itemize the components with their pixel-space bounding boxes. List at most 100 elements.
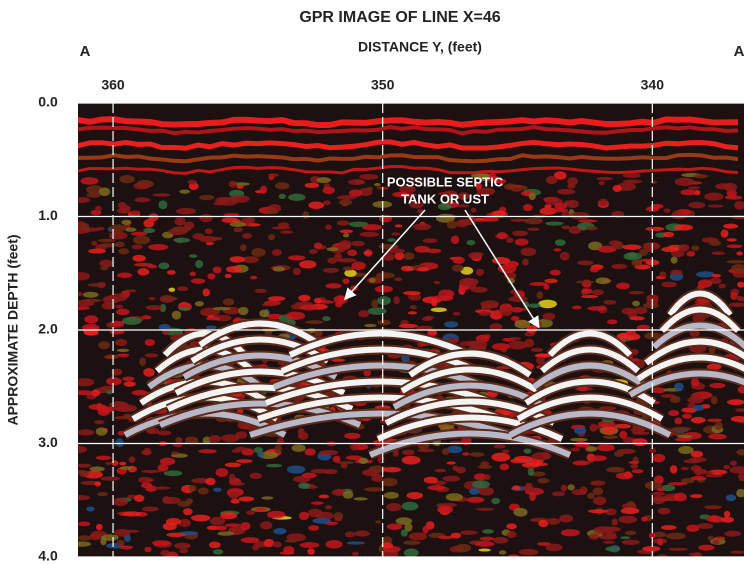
reflection xyxy=(75,378,94,386)
reflection xyxy=(531,348,543,352)
x-axis-label: DISTANCE Y, (feet) xyxy=(358,39,482,55)
reflection xyxy=(353,497,367,500)
reflection xyxy=(714,422,722,430)
reflection xyxy=(724,511,730,518)
reflection xyxy=(577,260,593,265)
reflection xyxy=(266,210,278,214)
reflection xyxy=(125,227,137,231)
reflection xyxy=(96,456,112,460)
reflection xyxy=(167,270,176,275)
reflection xyxy=(451,236,459,245)
reflection xyxy=(384,492,399,499)
reflection xyxy=(493,537,508,544)
reflection xyxy=(190,272,196,277)
reflection xyxy=(198,488,209,495)
reflection xyxy=(492,210,506,216)
reflection xyxy=(120,466,133,470)
reflection xyxy=(377,296,391,305)
reflection xyxy=(119,175,134,183)
reflection xyxy=(255,289,267,293)
reflection xyxy=(143,219,154,228)
reflection xyxy=(550,270,561,276)
reflection xyxy=(403,252,414,260)
reflection xyxy=(273,267,285,272)
reflection xyxy=(727,244,743,248)
reflection xyxy=(268,173,278,176)
reflection xyxy=(322,316,331,321)
reflection xyxy=(408,311,417,314)
reflection xyxy=(504,183,517,190)
reflection xyxy=(374,183,381,186)
reflection xyxy=(369,278,376,283)
reflection xyxy=(727,238,737,241)
reflection xyxy=(118,248,129,254)
reflection xyxy=(133,236,150,245)
reflection xyxy=(688,202,705,208)
reflection xyxy=(681,467,690,470)
reflection xyxy=(626,330,636,336)
reflection xyxy=(455,544,471,553)
reflection xyxy=(195,301,204,306)
reflection xyxy=(561,485,567,492)
reflection xyxy=(538,478,550,484)
reflection xyxy=(519,549,539,555)
reflection xyxy=(206,317,221,320)
reflection xyxy=(658,508,671,515)
reflection xyxy=(623,173,641,178)
reflection xyxy=(588,455,606,461)
reflection xyxy=(160,550,169,556)
reflection xyxy=(100,537,106,545)
reflection xyxy=(129,456,136,462)
reflection xyxy=(99,187,110,196)
reflection xyxy=(632,431,650,435)
reflection xyxy=(603,435,618,439)
y-tick-label: 2.0 xyxy=(38,321,58,337)
reflection xyxy=(74,390,94,395)
reflection xyxy=(620,536,630,539)
reflection xyxy=(96,427,108,435)
reflection xyxy=(119,462,126,466)
reflection xyxy=(605,546,620,551)
section-marker: A xyxy=(80,43,91,60)
reflection xyxy=(675,177,695,186)
reflection xyxy=(78,521,90,526)
reflection xyxy=(95,206,102,212)
reflection xyxy=(134,495,144,502)
reflection xyxy=(348,179,365,185)
reflection xyxy=(452,264,464,271)
reflection xyxy=(632,438,647,446)
reflection xyxy=(511,316,520,321)
reflection xyxy=(497,232,507,239)
reflection xyxy=(131,210,141,214)
reflection xyxy=(593,496,606,505)
reflection xyxy=(326,247,338,251)
reflection xyxy=(623,180,643,184)
reflection xyxy=(557,189,576,195)
reflection xyxy=(299,512,309,521)
reflection xyxy=(101,386,115,391)
reflection xyxy=(736,251,742,255)
reflection xyxy=(366,187,373,191)
reflection xyxy=(623,252,642,260)
y-axis-label: APPROXIMATE DEPTH (feet) xyxy=(5,234,21,425)
reflection xyxy=(325,505,332,509)
reflection xyxy=(659,272,666,278)
reflection xyxy=(588,509,608,513)
reflection xyxy=(161,297,177,301)
reflection xyxy=(698,545,714,551)
reflection xyxy=(97,492,108,496)
reflection xyxy=(273,528,286,534)
reflection xyxy=(242,233,252,239)
reflection xyxy=(143,228,155,233)
reflection xyxy=(109,293,128,301)
reflection xyxy=(395,224,403,227)
reflection xyxy=(230,256,245,262)
reflection xyxy=(616,283,630,290)
reflection xyxy=(137,268,149,275)
reflection xyxy=(663,208,670,212)
reflection xyxy=(586,446,597,451)
reflection xyxy=(298,295,310,302)
reflection xyxy=(378,244,398,249)
reflection xyxy=(543,284,549,290)
reflection xyxy=(260,186,267,194)
